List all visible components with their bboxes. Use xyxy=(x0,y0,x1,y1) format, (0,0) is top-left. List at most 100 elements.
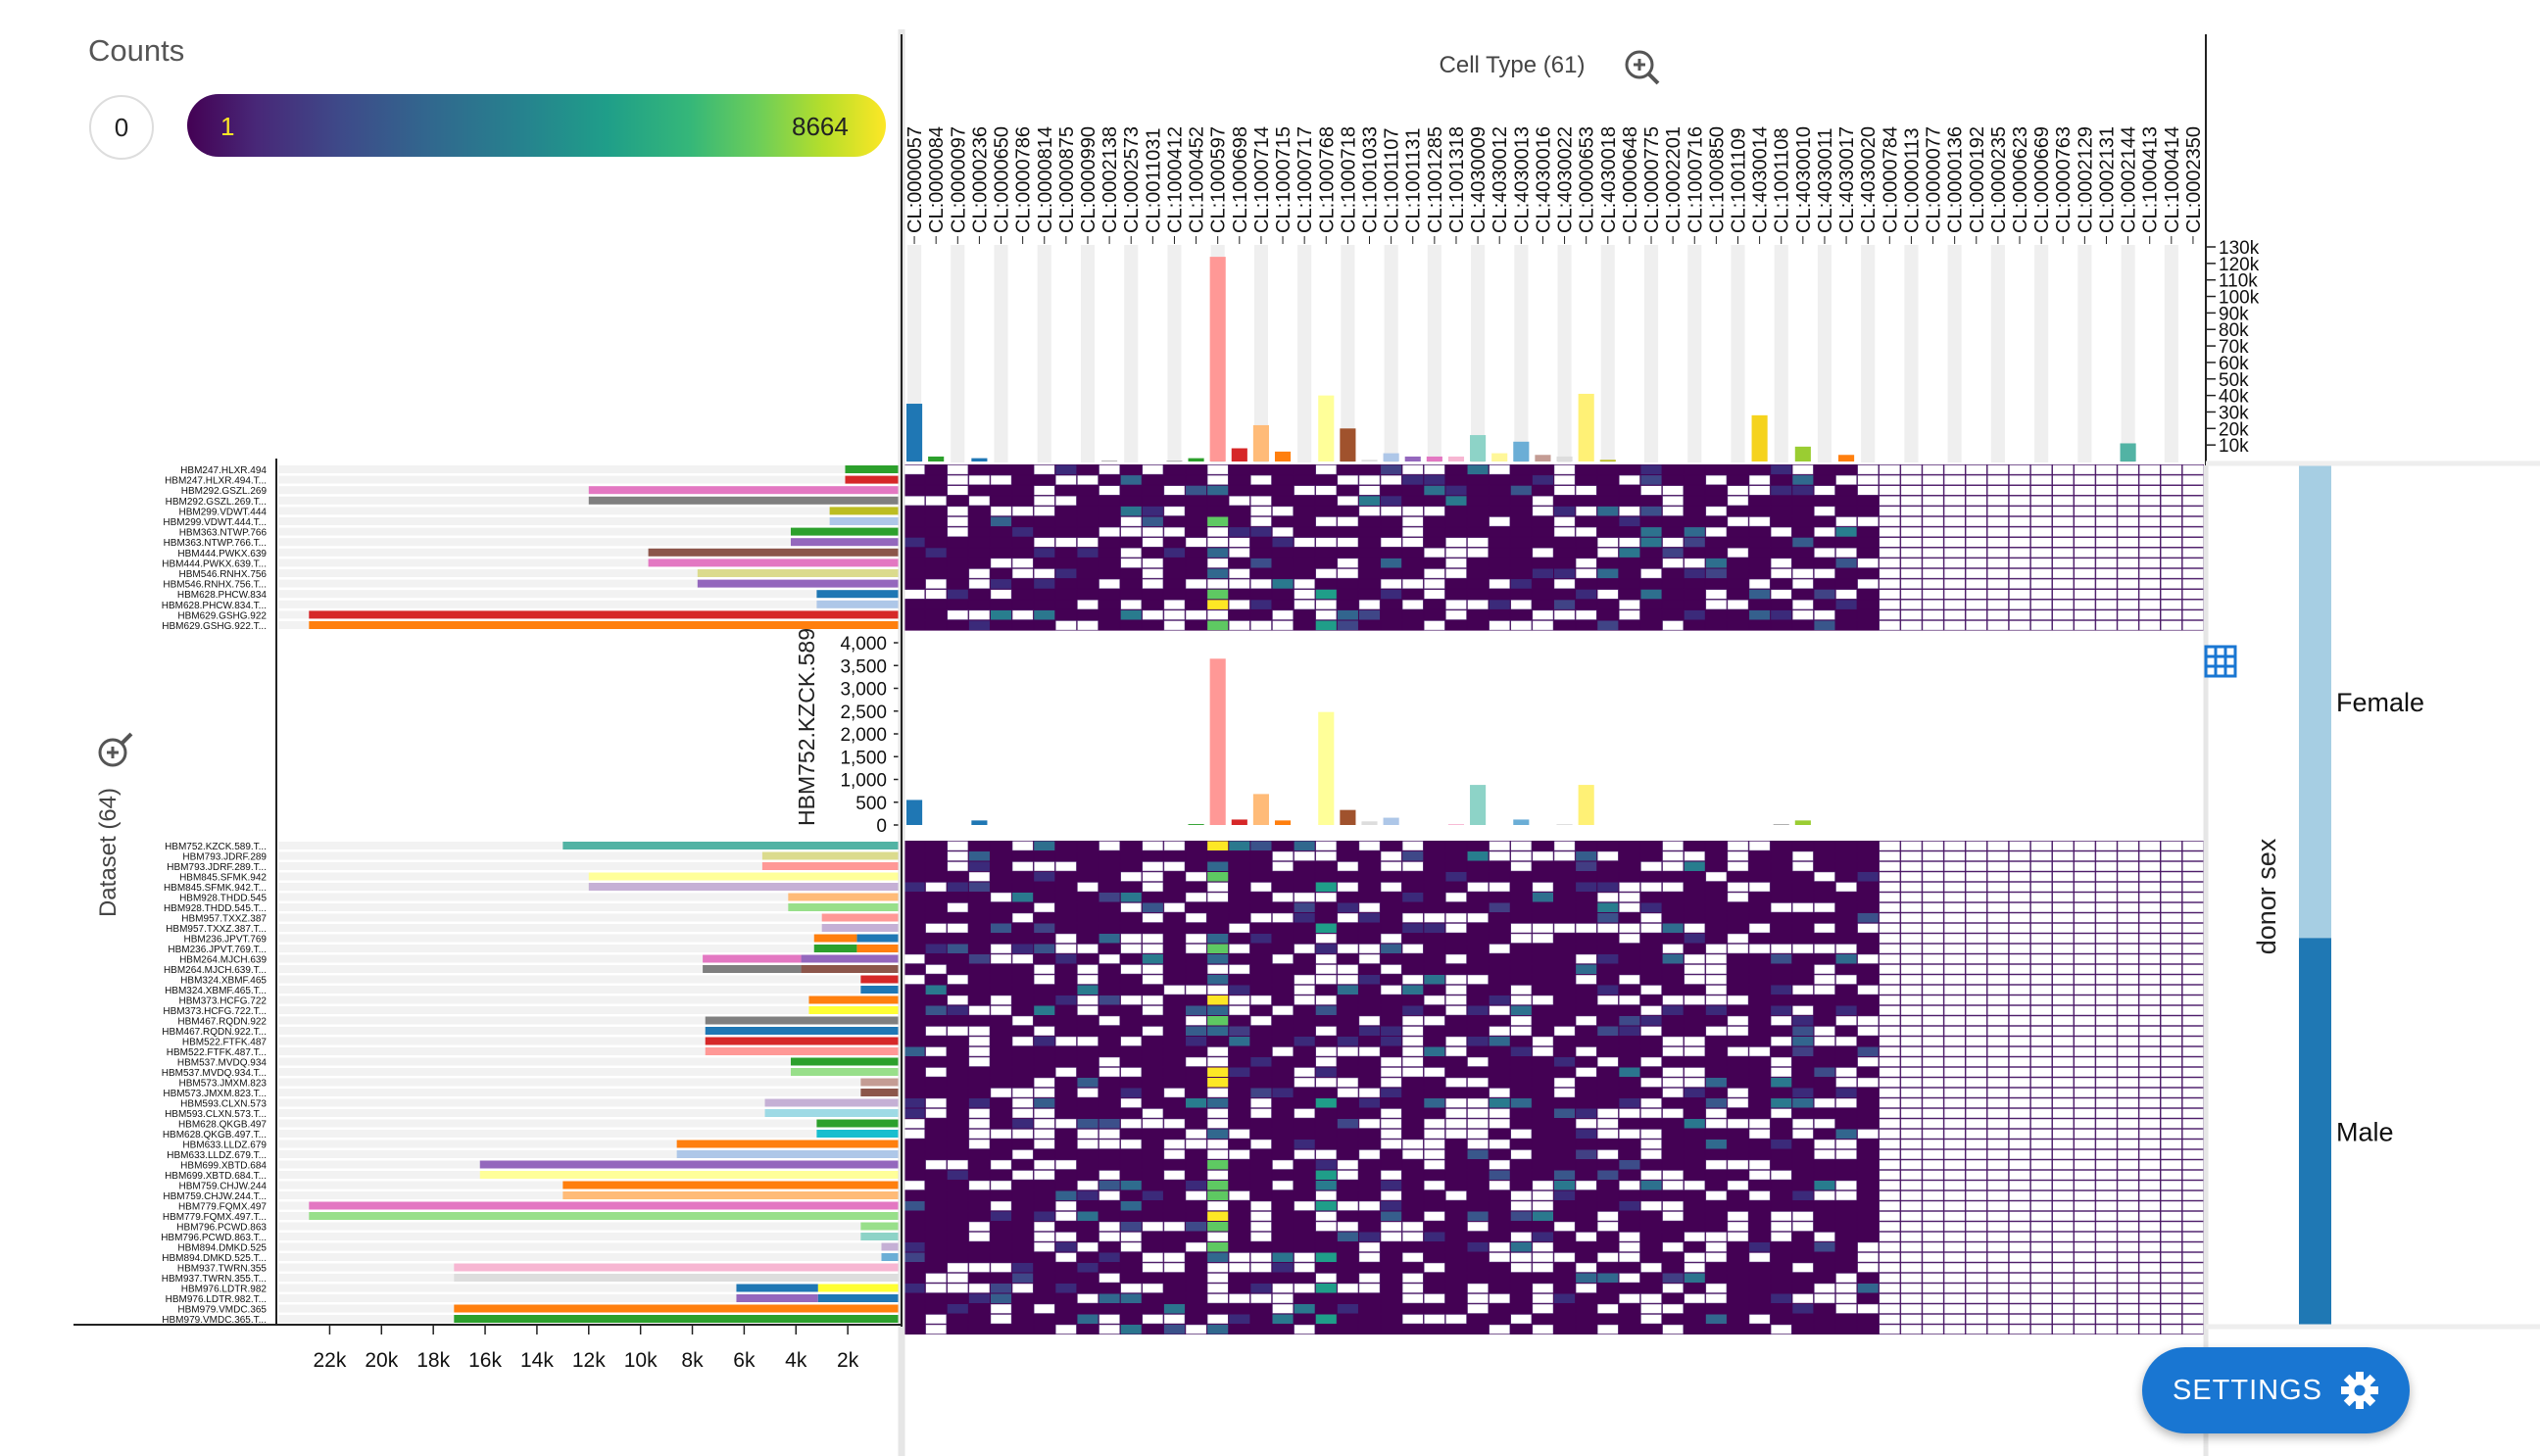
heatmap-cell xyxy=(1380,537,1402,548)
zoom-in-icon[interactable] xyxy=(1625,50,1660,85)
heatmap-cell xyxy=(1900,902,1923,913)
heatmap-cell xyxy=(1011,953,1034,964)
heatmap-cell xyxy=(1467,872,1489,882)
heatmap-cell xyxy=(2138,609,2161,620)
settings-button[interactable]: SETTINGS xyxy=(2142,1347,2410,1433)
heatmap-cell xyxy=(1489,964,1510,974)
zero-count-toggle[interactable]: 0 xyxy=(89,95,154,160)
heatmap-cell xyxy=(1554,1293,1576,1303)
heatmap-cell xyxy=(1575,923,1597,934)
heatmap-cell xyxy=(1424,1273,1445,1283)
column-stripe xyxy=(1731,245,1745,462)
heatmap-cell xyxy=(1272,995,1294,1005)
heatmap-cell xyxy=(2009,1190,2030,1201)
zoom-in-icon[interactable] xyxy=(98,732,133,767)
heatmap-cell xyxy=(1662,1057,1684,1067)
heatmap-cell xyxy=(968,1232,991,1242)
heatmap-cell xyxy=(1099,1088,1120,1097)
heatmap-cell xyxy=(1835,1160,1857,1170)
heatmap-cell xyxy=(1358,1181,1381,1190)
cell-type-label: CL:0000786 xyxy=(1013,126,1035,233)
heatmap-upper[interactable] xyxy=(904,464,2204,631)
heatmap-cell xyxy=(1467,1160,1489,1170)
heatmap-cell xyxy=(1099,985,1120,995)
heatmap-cell xyxy=(1381,464,1402,475)
heatmap-cell xyxy=(2095,1200,2118,1211)
heatmap-cell xyxy=(2117,1149,2139,1160)
heatmap-cell xyxy=(2117,589,2139,600)
heatmap-cell xyxy=(1553,609,1576,620)
heatmap-cell xyxy=(1055,1098,1077,1108)
heatmap-cell xyxy=(2009,1303,2030,1314)
heatmap-cell xyxy=(1163,558,1186,568)
heatmap-cell xyxy=(1294,1129,1315,1139)
grid-icon[interactable] xyxy=(2204,645,2237,678)
heatmap-cell xyxy=(1705,506,1728,516)
heatmap-cell xyxy=(1510,579,1532,589)
heatmap-cell xyxy=(1489,464,1511,475)
heatmap-cell xyxy=(1467,1190,1489,1200)
heatmap-cell xyxy=(2095,871,2118,882)
heatmap-cell xyxy=(1749,975,1771,985)
heatmap-cell xyxy=(2009,485,2030,496)
heatmap-cell xyxy=(1012,893,1034,902)
heatmap-cell xyxy=(1857,934,1879,944)
heatmap-cell xyxy=(2095,841,2118,851)
heatmap-cell xyxy=(1142,537,1164,548)
heatmap-cell xyxy=(968,1108,991,1119)
heatmap-cell xyxy=(1532,923,1554,934)
heatmap-cell xyxy=(2117,1088,2139,1098)
heatmap-cell xyxy=(1532,1252,1554,1263)
heatmap-cell xyxy=(990,1314,1012,1325)
heatmap-cell xyxy=(1467,1005,1489,1015)
heatmap-cell xyxy=(1792,1067,1814,1077)
heatmap-cell xyxy=(904,1140,925,1149)
heatmap-cell xyxy=(1619,1252,1640,1263)
heatmap-cell xyxy=(2074,1221,2096,1232)
heatmap-cell xyxy=(1748,923,1771,934)
heatmap-cell xyxy=(1489,496,1510,506)
heatmap-cell xyxy=(2138,1129,2161,1140)
y-tick-label: 30k xyxy=(2219,403,2249,423)
heatmap-cell xyxy=(990,1078,1012,1088)
heatmap-cell xyxy=(1250,516,1272,527)
heatmap-cell xyxy=(1337,558,1359,568)
heatmap-cell xyxy=(1922,1232,1944,1242)
heatmap-cell xyxy=(1337,609,1358,620)
heatmap-cell xyxy=(1120,589,1142,600)
heatmap-cell xyxy=(1055,861,1077,872)
heatmap-cell xyxy=(1943,974,1966,985)
heatmap-cell xyxy=(1792,1129,1814,1140)
heatmap-cell xyxy=(1250,1067,1272,1077)
heatmap-cell xyxy=(1185,871,1207,882)
heatmap-cell xyxy=(2030,1159,2052,1170)
heatmap-cell xyxy=(1879,1077,1901,1088)
heatmap-cell xyxy=(1857,1119,1879,1129)
heatmap-cell xyxy=(947,1170,968,1180)
heatmap-cell xyxy=(1943,1097,1966,1108)
heatmap-cell xyxy=(990,1303,1012,1314)
heatmap-cell xyxy=(1879,548,1901,558)
heatmap-cell xyxy=(1879,1180,1901,1190)
heatmap-cell xyxy=(2095,496,2118,507)
heatmap-cell xyxy=(2138,985,2161,995)
heatmap-cell xyxy=(1987,985,2009,995)
color-scale-bar[interactable] xyxy=(187,94,886,157)
heatmap-cell xyxy=(1597,964,1619,974)
heatmap-cell xyxy=(1814,871,1835,882)
heatmap-cell xyxy=(1142,506,1163,516)
heatmap-cell xyxy=(1250,944,1272,953)
heatmap-cell xyxy=(1142,548,1163,558)
heatmap-cell xyxy=(1705,1046,1727,1056)
heatmap-cell xyxy=(1662,861,1684,872)
heatmap-cell xyxy=(1987,548,2009,558)
heatmap-lower[interactable] xyxy=(904,841,2204,1335)
heatmap-cell xyxy=(1012,902,1034,912)
heatmap-cell xyxy=(2030,1180,2052,1190)
heatmap-cell xyxy=(1358,609,1381,620)
heatmap-cell xyxy=(990,537,1012,548)
heatmap-cell xyxy=(1402,1325,1424,1335)
heatmap-cell xyxy=(1987,1046,2009,1057)
heatmap-cell xyxy=(1207,1190,1229,1200)
heatmap-cell xyxy=(2030,1262,2052,1273)
